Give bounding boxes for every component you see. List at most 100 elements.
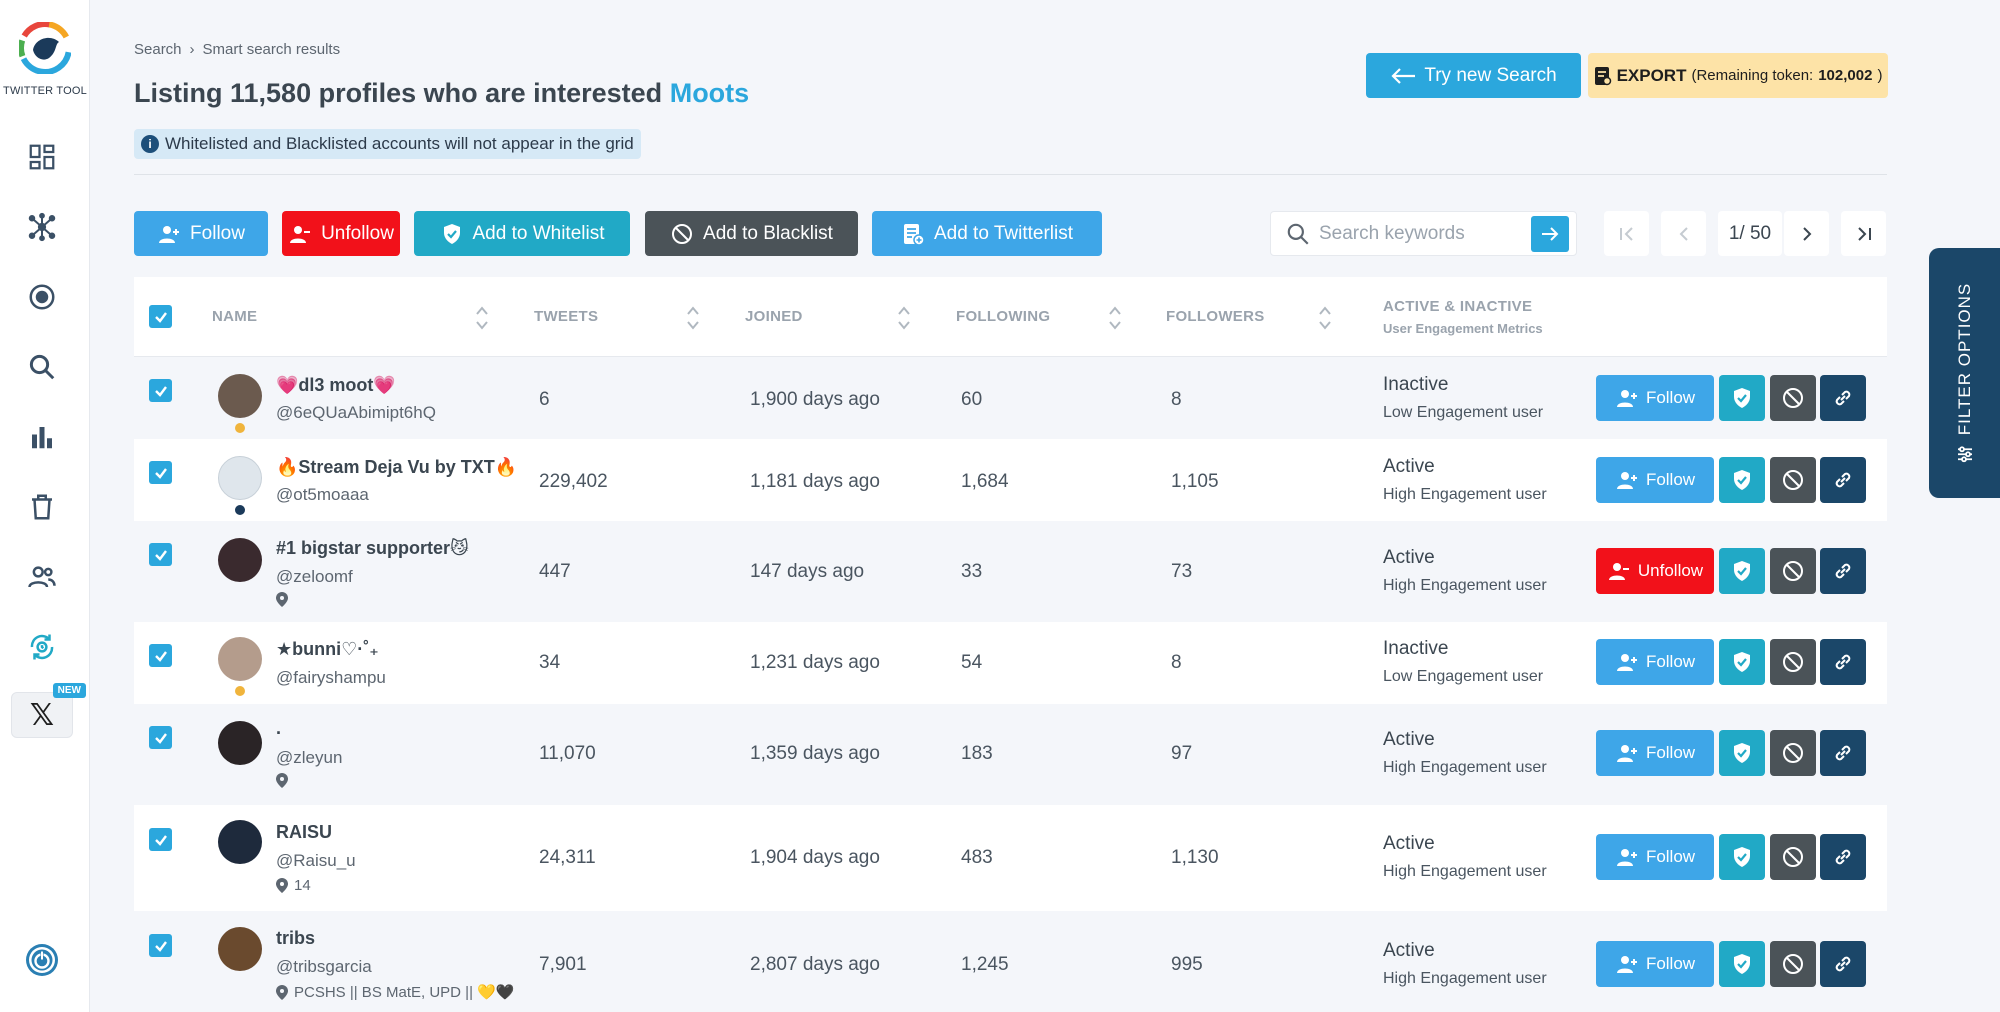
col-followers[interactable]: FOLLOWERS — [1166, 308, 1265, 325]
export-button[interactable]: EXPORT (Remaining token: 102,002) — [1588, 53, 1888, 98]
row-link-button[interactable] — [1820, 834, 1866, 880]
sort-icon[interactable] — [1319, 304, 1331, 332]
profile-name[interactable]: RAISU — [276, 822, 333, 842]
shield-check-icon — [1734, 470, 1750, 490]
nav-network[interactable] — [20, 205, 64, 249]
nav-trash[interactable] — [20, 485, 64, 529]
avatar[interactable] — [218, 927, 262, 971]
profile-name[interactable]: tribs — [276, 928, 316, 948]
followers-count: 8 — [1171, 652, 1182, 673]
nav-dashboard[interactable] — [20, 135, 64, 179]
col-joined[interactable]: JOINED — [745, 308, 803, 325]
sort-icon[interactable] — [1109, 304, 1121, 332]
link-icon — [1835, 563, 1851, 579]
sort-icon[interactable] — [476, 304, 488, 332]
row-whitelist-button[interactable] — [1719, 375, 1765, 421]
col-following[interactable]: FOLLOWING — [956, 308, 1051, 325]
row-checkbox[interactable] — [149, 828, 172, 851]
row-unfollow-button[interactable]: Unfollow — [1596, 548, 1714, 594]
row-whitelist-button[interactable] — [1719, 639, 1765, 685]
avatar[interactable] — [218, 374, 262, 418]
row-whitelist-button[interactable] — [1719, 457, 1765, 503]
row-blacklist-button[interactable] — [1770, 639, 1816, 685]
search-submit-button[interactable] — [1531, 216, 1569, 252]
followers-count: 1,130 — [1171, 847, 1219, 868]
row-checkbox[interactable] — [149, 461, 172, 484]
add-to-blacklist-button[interactable]: Add to Blacklist — [645, 211, 858, 256]
row-blacklist-button[interactable] — [1770, 730, 1816, 776]
col-tweets[interactable]: TWEETS — [534, 308, 599, 325]
row-follow-button[interactable]: Follow — [1596, 457, 1714, 503]
nav-users[interactable] — [20, 555, 64, 599]
bulk-follow-button[interactable]: Follow — [134, 211, 268, 256]
row-follow-button[interactable]: Follow — [1596, 375, 1714, 421]
power-icon[interactable] — [24, 942, 60, 978]
location-pin-icon — [276, 773, 288, 788]
status-dot — [235, 423, 245, 433]
row-checkbox[interactable] — [149, 934, 172, 957]
profile-name[interactable]: 💗dl3 moot💗 — [276, 375, 396, 395]
nav-analytics[interactable] — [20, 415, 64, 459]
row-follow-button[interactable]: Follow — [1596, 639, 1714, 685]
row-whitelist-button[interactable] — [1719, 834, 1765, 880]
profile-name[interactable]: #1 bigstar supporter😼 — [276, 538, 469, 558]
row-link-button[interactable] — [1820, 548, 1866, 594]
avatar[interactable] — [218, 538, 262, 582]
row-checkbox[interactable] — [149, 543, 172, 566]
shield-check-icon — [443, 223, 460, 244]
x-logo-icon: 𝕏 — [29, 698, 55, 732]
row-link-button[interactable] — [1820, 457, 1866, 503]
profile-name[interactable]: . — [276, 718, 282, 738]
row-follow-button[interactable]: Follow — [1596, 730, 1714, 776]
first-page-icon — [1619, 226, 1633, 241]
col-name[interactable]: NAME — [212, 308, 258, 325]
row-checkbox[interactable] — [149, 379, 172, 402]
row-link-button[interactable] — [1820, 730, 1866, 776]
logo-text: TWITTER TOOL — [3, 85, 87, 97]
row-blacklist-button[interactable] — [1770, 457, 1816, 503]
add-to-whitelist-button[interactable]: Add to Whitelist — [414, 211, 630, 256]
row-link-button[interactable] — [1820, 941, 1866, 987]
row-follow-button[interactable]: Follow — [1596, 941, 1714, 987]
add-to-twitterlist-button[interactable]: Add to Twitterlist — [872, 211, 1102, 256]
row-blacklist-button[interactable] — [1770, 375, 1816, 421]
first-page-button[interactable] — [1604, 211, 1649, 256]
row-blacklist-button[interactable] — [1770, 548, 1816, 594]
x-app-tile[interactable]: 𝕏 NEW — [11, 683, 86, 738]
try-new-search-label: Try new Search — [1424, 64, 1557, 86]
row-checkbox[interactable] — [149, 726, 172, 749]
row-follow-button[interactable]: Follow — [1596, 834, 1714, 880]
avatar[interactable] — [218, 820, 262, 864]
next-page-button[interactable] — [1784, 211, 1829, 256]
row-whitelist-button[interactable] — [1719, 548, 1765, 594]
row-blacklist-button[interactable] — [1770, 941, 1816, 987]
row-blacklist-button[interactable] — [1770, 834, 1816, 880]
avatar[interactable] — [218, 637, 262, 681]
select-all-checkbox[interactable] — [149, 305, 172, 328]
row-whitelist-button[interactable] — [1719, 941, 1765, 987]
profile-name[interactable]: ★bunni♡·˚₊ — [276, 639, 379, 659]
prev-page-button[interactable] — [1661, 211, 1706, 256]
row-link-button[interactable] — [1820, 639, 1866, 685]
filter-options-tab[interactable]: FILTER OPTIONS — [1929, 248, 2000, 498]
nav-sync[interactable] — [20, 625, 64, 669]
profile-name[interactable]: 🔥Stream Deja Vu by TXT🔥 — [276, 457, 518, 477]
nav-target[interactable] — [20, 275, 64, 319]
breadcrumb-root[interactable]: Search — [134, 41, 182, 58]
search-input[interactable] — [1319, 222, 1529, 245]
bulk-unfollow-button[interactable]: Unfollow — [282, 211, 400, 256]
app-logo[interactable]: TWITTER TOOL — [0, 20, 90, 97]
nav-search[interactable] — [20, 345, 64, 389]
avatar[interactable] — [218, 456, 262, 500]
sort-icon[interactable] — [898, 304, 910, 332]
row-link-button[interactable] — [1820, 375, 1866, 421]
following-count: 33 — [961, 561, 983, 582]
row-checkbox[interactable] — [149, 644, 172, 667]
sort-icon[interactable] — [687, 304, 699, 332]
avatar[interactable] — [218, 721, 262, 765]
info-note-text: Whitelisted and Blacklisted accounts wil… — [165, 134, 634, 153]
last-page-button[interactable] — [1841, 211, 1886, 256]
try-new-search-button[interactable]: Try new Search — [1366, 53, 1581, 98]
row-whitelist-button[interactable] — [1719, 730, 1765, 776]
following-count: 60 — [961, 389, 983, 410]
